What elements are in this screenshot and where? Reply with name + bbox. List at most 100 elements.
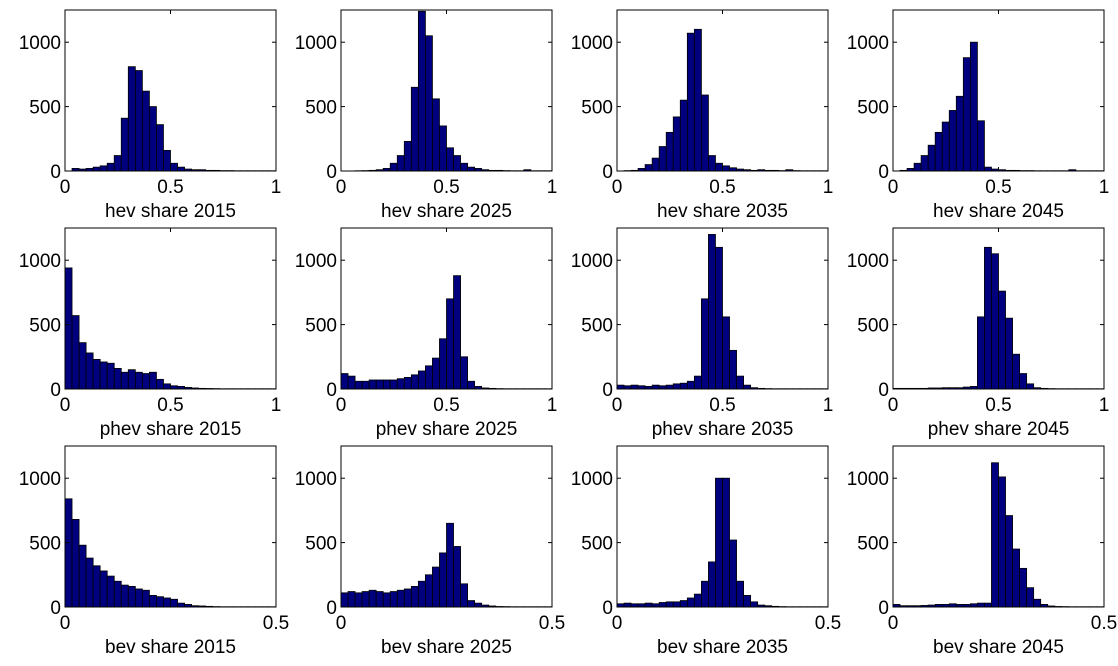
histogram-bar xyxy=(651,384,660,390)
histogram-bar xyxy=(467,166,476,172)
x-axis-label: phev share 2015 xyxy=(100,419,242,440)
x-tick-label: 1 xyxy=(1099,177,1110,198)
histogram-bar xyxy=(460,583,469,608)
histogram-bar xyxy=(644,164,653,172)
histogram-bar xyxy=(148,371,157,390)
histogram-panel-4: 0 500 1000 0 0.5 1 hev share 2045 xyxy=(847,9,1110,222)
x-axis-label: phev share 2045 xyxy=(928,419,1070,440)
histogram-bar xyxy=(99,361,108,390)
histogram-bar xyxy=(658,602,667,608)
histogram-bar xyxy=(962,57,971,172)
histogram-bar xyxy=(141,373,150,390)
y-tick-label: 500 xyxy=(305,316,337,337)
histogram-bar xyxy=(177,166,185,172)
histogram-bar xyxy=(134,588,143,608)
histogram-bar xyxy=(722,316,730,390)
histogram-bar xyxy=(736,580,745,608)
histogram-bar xyxy=(71,315,80,390)
histogram-panel-7: 0 500 1000 0 0.5 1 phev share 2035 xyxy=(571,227,833,440)
x-tick-label: 0.5 xyxy=(985,395,1011,416)
y-tick-label: 500 xyxy=(29,534,61,555)
histogram-bar xyxy=(630,384,639,390)
histogram-bar xyxy=(984,246,992,390)
histogram-bar xyxy=(361,591,370,608)
x-axis-label: phev share 2035 xyxy=(652,419,794,440)
histogram-bar xyxy=(410,86,419,172)
y-tick-label: 1000 xyxy=(847,469,889,490)
y-tick-label: 1000 xyxy=(295,33,337,54)
histogram-panel-9: 0 500 1000 0 0.5 bev share 2015 xyxy=(19,445,289,658)
histogram-bar xyxy=(403,588,412,608)
axes-box xyxy=(64,445,277,608)
y-tick-label: 500 xyxy=(581,534,613,555)
histogram-bar xyxy=(368,379,377,390)
histogram-bar xyxy=(708,561,716,608)
histogram-bar xyxy=(920,155,929,172)
histogram-bar xyxy=(672,601,681,608)
x-tick-label: 0 xyxy=(888,395,899,416)
x-tick-label: 0.5 xyxy=(709,177,735,198)
x-tick-label: 0 xyxy=(612,395,623,416)
histogram-bar xyxy=(984,166,992,172)
x-tick-label: 0 xyxy=(60,177,71,198)
histogram-bar xyxy=(693,593,702,608)
x-tick-label: 0.5 xyxy=(815,613,841,634)
histogram-bar xyxy=(424,35,433,172)
histogram-bar xyxy=(672,383,681,390)
histogram-bar xyxy=(163,597,171,608)
x-axis-label: hev share 2015 xyxy=(105,201,236,222)
y-tick-label: 1000 xyxy=(847,251,889,272)
x-tick-label: 0.5 xyxy=(263,613,289,634)
histogram-bar xyxy=(417,370,426,390)
histogram-bar xyxy=(743,595,752,608)
histogram-bar xyxy=(71,519,80,608)
histogram-bar xyxy=(389,162,398,172)
histogram-bar xyxy=(85,557,94,608)
histogram-bar xyxy=(453,546,461,608)
histogram-bar xyxy=(679,382,688,390)
histogram-bar xyxy=(354,380,363,390)
axes-box xyxy=(616,445,829,608)
x-tick-label: 0 xyxy=(888,613,899,634)
histogram-bar xyxy=(92,565,101,608)
histogram-bar xyxy=(396,155,405,172)
histogram-panel-5: 0 500 1000 0 0.5 1 phev share 2015 xyxy=(19,227,282,440)
histogram-bar xyxy=(991,462,999,608)
histogram-bar xyxy=(743,384,752,390)
y-tick-label: 500 xyxy=(857,534,889,555)
y-tick-label: 0 xyxy=(326,162,337,183)
x-axis-label: phev share 2025 xyxy=(376,419,518,440)
x-tick-label: 0 xyxy=(612,177,623,198)
x-tick-label: 1 xyxy=(271,395,282,416)
histogram-bar xyxy=(1005,317,1013,390)
histogram-bar xyxy=(715,477,723,608)
x-tick-label: 1 xyxy=(547,395,558,416)
histogram-bar xyxy=(977,316,985,390)
histogram-bar xyxy=(99,570,108,608)
y-tick-label: 0 xyxy=(326,598,337,619)
histogram-bar xyxy=(467,600,476,608)
histogram-bar xyxy=(134,70,143,172)
histogram-bar xyxy=(389,379,398,390)
histogram-bar xyxy=(99,165,108,172)
histogram-bar xyxy=(156,378,164,390)
histogram-bar xyxy=(460,162,469,172)
x-axis-label: bev share 2025 xyxy=(381,637,512,658)
histogram-bar xyxy=(347,591,356,608)
histogram-bar xyxy=(1019,373,1028,390)
histogram-bar xyxy=(134,371,143,390)
y-tick-label: 0 xyxy=(50,380,61,401)
histogram-bar xyxy=(998,476,1006,608)
histogram-bar xyxy=(64,267,73,390)
histogram-bar xyxy=(417,580,426,608)
histogram-bar xyxy=(927,144,936,172)
histogram-bar xyxy=(382,592,391,608)
x-tick-label: 0.5 xyxy=(157,177,183,198)
histogram-bar xyxy=(417,10,426,172)
histogram-bar xyxy=(424,365,433,390)
histogram-bar xyxy=(396,378,405,390)
histogram-bar xyxy=(170,162,178,172)
histogram-bar xyxy=(1033,598,1042,608)
y-tick-label: 0 xyxy=(50,162,61,183)
